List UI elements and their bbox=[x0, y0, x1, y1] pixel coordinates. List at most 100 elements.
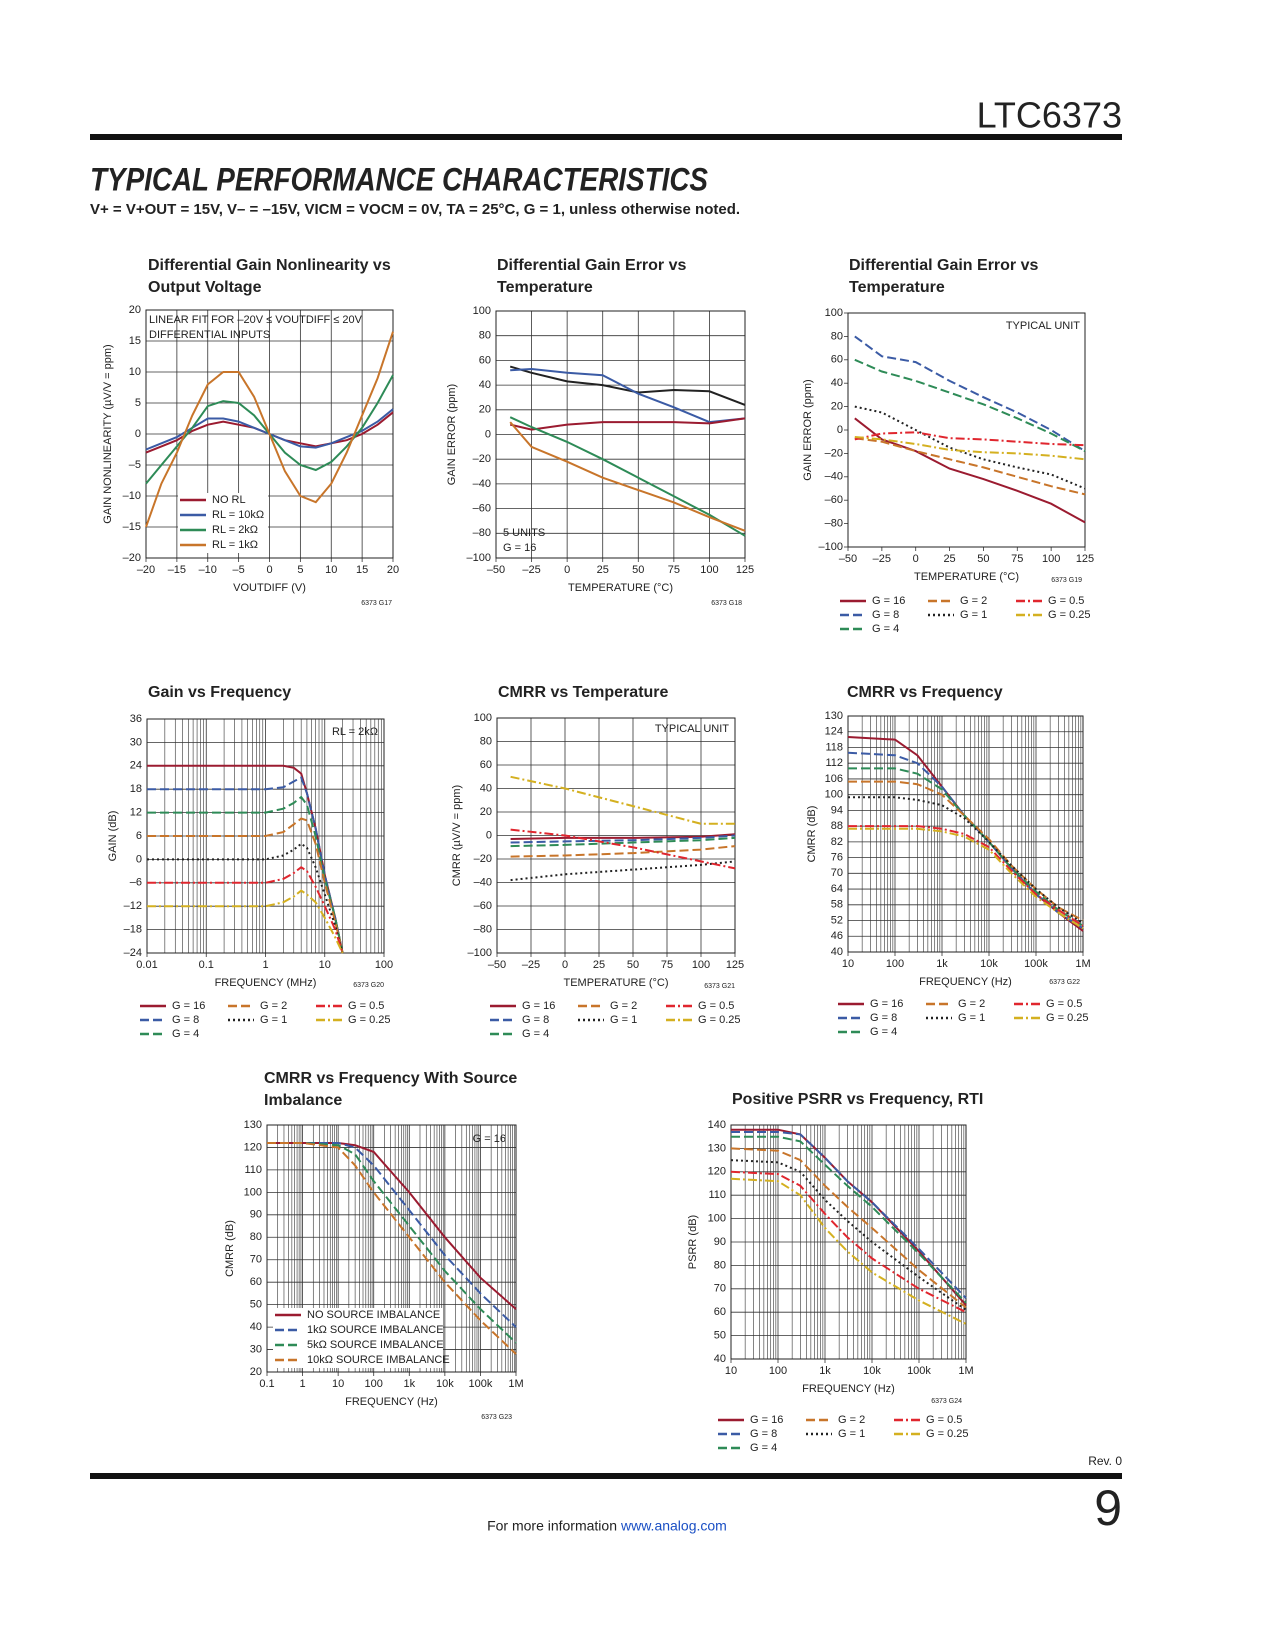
y-tick-label: 100 bbox=[708, 1213, 726, 1225]
plot-area bbox=[848, 716, 1083, 952]
legend-label: G = 2 bbox=[610, 1000, 637, 1012]
plot-frame bbox=[847, 715, 1084, 953]
data-line bbox=[854, 437, 1086, 496]
x-tick-label: 25 bbox=[943, 553, 955, 565]
y-tick-label: 110 bbox=[244, 1164, 262, 1176]
x-tick-label: 10k bbox=[980, 958, 998, 970]
x-tick-label: 15 bbox=[356, 564, 368, 576]
x-tick-label: 10 bbox=[325, 564, 337, 576]
x-axis-label: FREQUENCY (Hz) bbox=[802, 1383, 895, 1395]
y-tick-label: –80 bbox=[474, 923, 492, 935]
y-tick-label: 20 bbox=[250, 1366, 262, 1378]
x-tick-label: –15 bbox=[168, 564, 186, 576]
y-tick-label: 24 bbox=[130, 760, 142, 772]
y-tick-label: 130 bbox=[244, 1119, 262, 1131]
chart-title: Temperature bbox=[849, 279, 945, 296]
legend-label: G = 8 bbox=[872, 609, 899, 621]
data-line bbox=[147, 795, 344, 954]
y-tick-label: –10 bbox=[123, 490, 141, 502]
figure-code: 6373 G20 bbox=[353, 982, 384, 989]
legend-label: G = 16 bbox=[870, 998, 903, 1010]
data-line bbox=[731, 1131, 967, 1299]
legend-label: G = 8 bbox=[172, 1014, 199, 1026]
legend-label: G = 1 bbox=[260, 1014, 287, 1026]
annotation: 5 UNITS bbox=[503, 527, 545, 539]
annotation: G = 16 bbox=[473, 1133, 506, 1145]
x-tick-label: 75 bbox=[668, 564, 680, 576]
plot-area bbox=[848, 313, 1085, 547]
y-tick-label: –40 bbox=[473, 478, 491, 490]
y-tick-label: 0 bbox=[486, 829, 492, 841]
y-tick-label: 100 bbox=[244, 1186, 262, 1198]
x-tick-label: 5 bbox=[297, 564, 303, 576]
y-tick-label: 70 bbox=[831, 867, 843, 879]
legend-label: G = 1 bbox=[958, 1012, 985, 1024]
y-tick-label: 82 bbox=[831, 836, 843, 848]
data-line bbox=[147, 889, 344, 954]
y-tick-label: 112 bbox=[825, 757, 843, 769]
x-tick-label: –20 bbox=[137, 564, 155, 576]
footer-info: For more information bbox=[487, 1518, 617, 1534]
x-tick-label: 50 bbox=[627, 959, 639, 971]
legend-label: G = 16 bbox=[750, 1414, 783, 1426]
plot-frame bbox=[266, 1124, 517, 1373]
y-tick-label: 20 bbox=[129, 304, 141, 316]
legend-label: G = 0.25 bbox=[348, 1014, 391, 1026]
x-tick-label: 1M bbox=[508, 1378, 523, 1390]
figure-code: 6373 G17 bbox=[361, 600, 392, 607]
y-tick-label: 90 bbox=[250, 1209, 262, 1221]
y-tick-label: 100 bbox=[474, 712, 492, 724]
chart-title: Differential Gain Error vs bbox=[497, 257, 686, 274]
legend-label: G = 2 bbox=[958, 998, 985, 1010]
legend-bg bbox=[178, 538, 268, 553]
legend-label: G = 16 bbox=[872, 595, 905, 607]
legend-label: G = 1 bbox=[610, 1014, 637, 1026]
legend-label: G = 1 bbox=[838, 1428, 865, 1440]
y-axis-label: GAIN (dB) bbox=[107, 811, 119, 862]
y-tick-label: 60 bbox=[714, 1306, 726, 1318]
y-axis-label: GAIN ERROR (ppm) bbox=[446, 384, 458, 485]
data-line bbox=[730, 1170, 967, 1314]
data-line bbox=[730, 1147, 967, 1309]
y-tick-label: –20 bbox=[825, 447, 843, 459]
y-tick-label: 76 bbox=[831, 852, 843, 864]
x-tick-label: 125 bbox=[1076, 553, 1094, 565]
y-tick-label: 20 bbox=[831, 401, 843, 413]
y-tick-label: –20 bbox=[474, 853, 492, 865]
y-tick-label: 80 bbox=[480, 735, 492, 747]
y-tick-label: 88 bbox=[831, 820, 843, 832]
y-tick-label: 20 bbox=[479, 404, 491, 416]
page-number: 9 bbox=[1094, 1480, 1122, 1536]
y-tick-label: 80 bbox=[479, 330, 491, 342]
y-tick-label: 40 bbox=[831, 946, 843, 958]
legend-label: G = 16 bbox=[172, 1000, 205, 1012]
figure-code: 6373 G24 bbox=[931, 1398, 962, 1405]
footer-rule bbox=[90, 1473, 1122, 1479]
data-line bbox=[854, 335, 1086, 452]
x-tick-label: 100k bbox=[907, 1365, 931, 1377]
y-axis-label: CMRR (dB) bbox=[806, 806, 818, 863]
x-tick-label: 0.1 bbox=[199, 959, 214, 971]
chart-title: Temperature bbox=[497, 279, 593, 296]
legend-label: G = 4 bbox=[872, 623, 899, 635]
data-line bbox=[854, 436, 1086, 461]
footer-link[interactable]: www.analog.com bbox=[620, 1518, 727, 1534]
legend-label: G = 0.5 bbox=[926, 1414, 962, 1426]
data-line bbox=[147, 817, 344, 954]
x-tick-label: 1M bbox=[958, 1365, 973, 1377]
legend-label: G = 0.25 bbox=[1046, 1012, 1089, 1024]
legend-label: G = 1 bbox=[960, 609, 987, 621]
y-tick-label: 130 bbox=[708, 1142, 726, 1154]
x-tick-label: 100k bbox=[1024, 958, 1048, 970]
y-tick-label: 120 bbox=[708, 1166, 726, 1178]
data-line bbox=[145, 331, 394, 528]
data-line bbox=[848, 825, 1084, 927]
y-tick-label: –20 bbox=[123, 552, 141, 564]
y-tick-label: 70 bbox=[714, 1283, 726, 1295]
x-tick-label: –25 bbox=[873, 553, 891, 565]
y-tick-label: –100 bbox=[467, 552, 491, 564]
y-tick-label: 100 bbox=[825, 307, 843, 319]
y-tick-label: 0 bbox=[837, 424, 843, 436]
